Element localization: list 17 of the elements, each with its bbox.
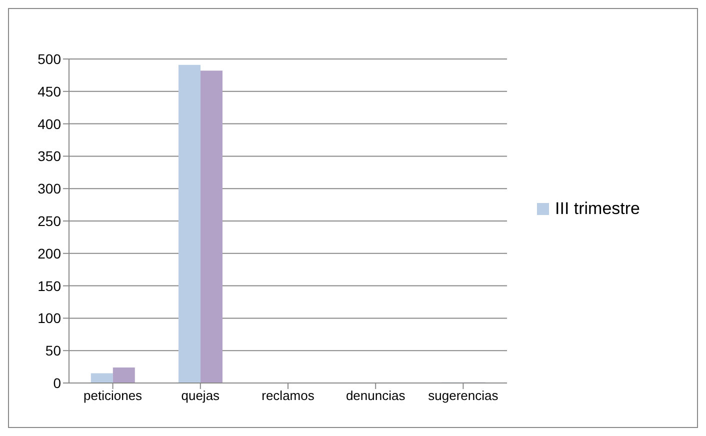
y-tick-label: 300 <box>38 180 62 197</box>
y-tick-label: 0 <box>53 374 62 391</box>
x-tick-label: quejas <box>181 388 220 404</box>
y-tick-label: 450 <box>38 83 62 100</box>
y-tick-label: 500 <box>38 50 62 67</box>
x-tick-label: peticiones <box>84 388 143 404</box>
x-tick-label: denuncias <box>346 388 406 404</box>
legend-label: III trimestre <box>555 199 640 219</box>
y-tick-label: 200 <box>38 245 62 262</box>
y-tick-label: 250 <box>38 212 62 229</box>
y-tick-label: 350 <box>38 148 62 164</box>
y-tick-label: 400 <box>38 116 62 132</box>
y-tick-label: 50 <box>45 342 62 359</box>
x-tick-label: sugerencias <box>428 388 499 404</box>
x-tick-label: reclamos <box>262 388 315 404</box>
y-tick-label: 150 <box>38 278 62 294</box>
y-tick-label: 100 <box>38 310 62 326</box>
